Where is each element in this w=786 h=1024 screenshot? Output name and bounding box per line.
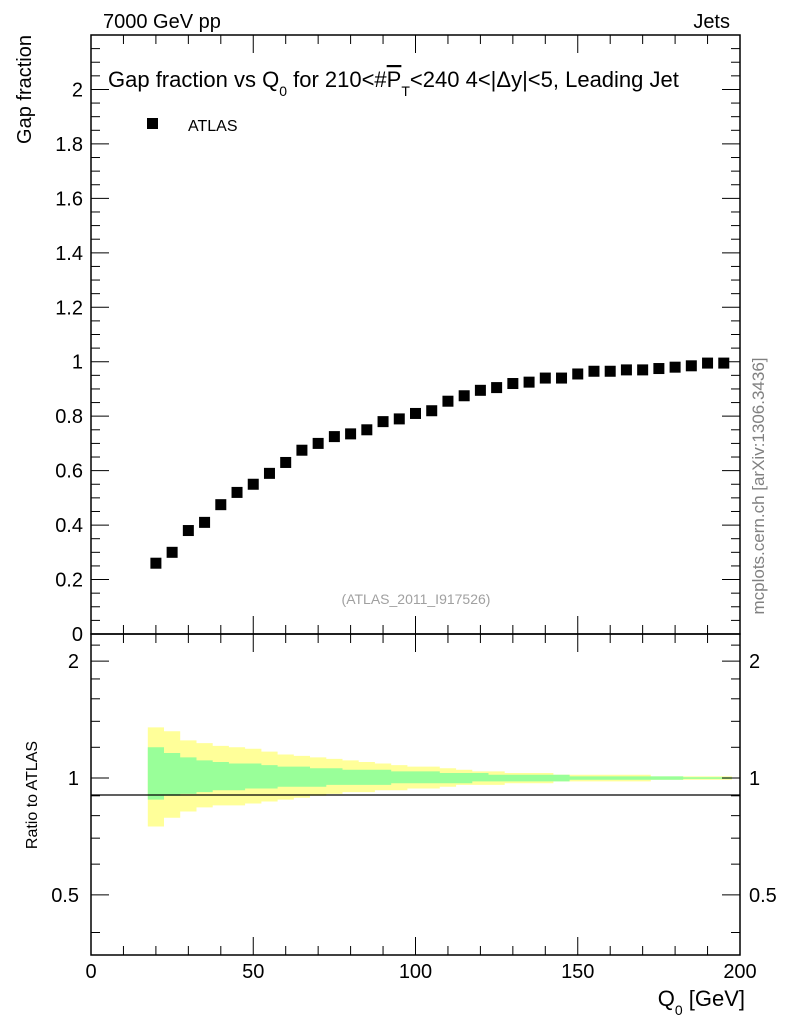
data-point	[556, 372, 568, 384]
data-point	[653, 363, 665, 375]
data-point	[572, 368, 584, 380]
data-point	[718, 357, 730, 369]
data-point	[685, 360, 697, 372]
y-tick-label: 1.2	[55, 297, 83, 319]
y-tick-label: 1.4	[55, 243, 83, 265]
data-point	[377, 416, 389, 428]
y-tick-label: 1.8	[55, 134, 83, 156]
data-point	[312, 437, 324, 449]
x-axis-label: Q0 [GeV]	[658, 986, 745, 1018]
ratio-y-tick-label: 1	[68, 768, 79, 790]
uncertainty-bands	[147, 727, 732, 827]
analysis-reference: (ATLAS_2011_I917526)	[342, 591, 491, 607]
mcplots-source-label: mcplots.cern.ch [arXiv:1306.3436]	[749, 357, 768, 614]
y-tick-label: 2	[72, 79, 83, 101]
ratio-plot-frame	[90, 633, 741, 956]
data-point	[296, 444, 308, 456]
data-point	[199, 516, 211, 528]
data-point	[491, 382, 503, 394]
data-point	[410, 407, 421, 419]
x-tick-label: 200	[723, 961, 756, 983]
data-point	[361, 424, 373, 436]
data-point	[539, 372, 551, 384]
y-tick-label: 1.6	[55, 188, 83, 210]
data-point	[345, 428, 357, 440]
data-point	[393, 413, 405, 425]
data-point	[474, 384, 486, 396]
data-point	[247, 478, 259, 490]
data-point	[523, 376, 535, 388]
data-point	[215, 499, 227, 511]
ratio-y-tick-label-right: 0.5	[749, 885, 777, 907]
process-label: Jets	[693, 11, 730, 33]
main-plot-ticks	[90, 34, 741, 635]
data-point	[458, 390, 470, 402]
data-point	[620, 364, 632, 376]
y-tick-label: 0	[72, 624, 83, 646]
data-point	[637, 364, 649, 376]
y-axis-label: Gap fraction	[14, 35, 36, 144]
legend-label-atlas: ATLAS	[188, 118, 238, 135]
data-point	[231, 486, 243, 498]
data-point	[182, 525, 194, 537]
data-point	[166, 546, 178, 558]
y-tick-label: 0.2	[55, 570, 83, 592]
plot-title: Gap fraction vs Q0 for 210<#PT<240 4<|Δy…	[108, 67, 679, 99]
ratio-y-axis-label: Ratio to ATLAS	[24, 741, 41, 849]
x-tick-label: 50	[242, 961, 264, 983]
atlas-data-series	[150, 357, 730, 569]
x-tick-label: 100	[399, 961, 432, 983]
main-plot-panel: 0 0.2 0.4 0.6 0.8 1 1.2 1.4 1.6 1.8 2 Gap fraction…	[14, 34, 741, 646]
y-tick-label: 0.6	[55, 461, 83, 483]
x-tick-label: 0	[85, 961, 96, 983]
inner-uncertainty-band	[147, 747, 732, 800]
ratio-y-tick-label-right: 1	[749, 768, 760, 790]
y-tick-label: 0.4	[55, 515, 83, 537]
data-point	[280, 456, 292, 468]
data-point	[442, 395, 454, 407]
x-tick-label: 150	[561, 961, 594, 983]
main-plot-tick-labels: 0 0.2 0.4 0.6 0.8 1 1.2 1.4 1.6 1.8 2	[55, 79, 83, 646]
ratio-y-tick-label: 0.5	[51, 885, 79, 907]
energy-label: 7000 GeV pp	[103, 11, 221, 33]
y-tick-label: 0.8	[55, 406, 83, 428]
ratio-plot-panel: 0.5 0.5 1 1 2 2 0 50 100 150 200 Ratio to ATLAS Q0…	[24, 633, 777, 1018]
ratio-y-tick-label: 2	[68, 651, 79, 673]
y-tick-label: 1	[72, 352, 83, 374]
data-point	[426, 405, 438, 417]
legend-marker-atlas	[147, 118, 158, 129]
data-point	[669, 361, 681, 373]
data-point	[263, 467, 275, 479]
data-point	[604, 365, 616, 377]
data-point	[328, 431, 340, 443]
ratio-y-tick-label-right: 2	[749, 651, 760, 673]
data-point	[702, 357, 714, 369]
ratio-plot-tick-labels: 0.5 0.5 1 1 2 2 0 50 100 150 200	[51, 651, 777, 983]
data-point	[588, 365, 600, 377]
data-point	[150, 557, 162, 569]
data-point	[507, 378, 519, 390]
